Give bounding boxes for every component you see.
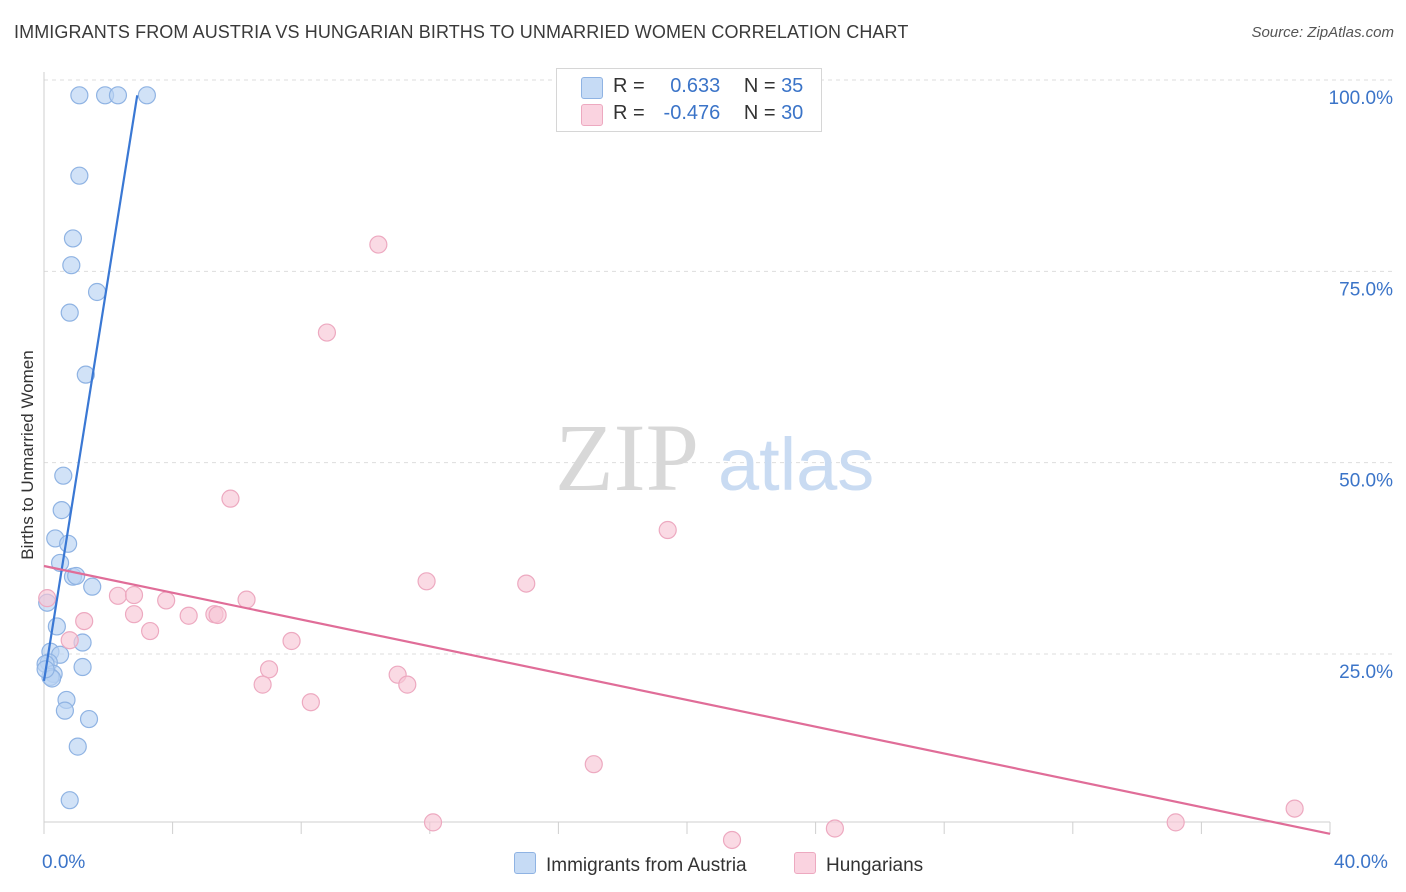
hungarians-point-15 xyxy=(75,611,94,631)
y-tick-label-75: 75.0% xyxy=(1339,279,1393,300)
austria-point-33 xyxy=(60,791,79,810)
legend-r-value: -0.476 xyxy=(663,102,721,124)
bottom-legend-label-hungarians: Hungarians xyxy=(826,855,924,876)
austria-point-6 xyxy=(62,256,81,275)
austria-point-17 xyxy=(83,577,102,596)
austria-point-30 xyxy=(55,701,74,720)
legend-n-value: 30 xyxy=(781,102,804,124)
chart-title: IMMIGRANTS FROM AUSTRIA VS HUNGARIAN BIR… xyxy=(14,22,909,42)
legend-n-value: 35 xyxy=(781,75,804,97)
austria-point-16 xyxy=(67,566,86,586)
bottom-legend-swatch-blue xyxy=(514,852,536,874)
legend-r-value: 0.633 xyxy=(670,75,721,97)
trendline-austria xyxy=(42,95,139,681)
austria-point-9 xyxy=(76,365,95,384)
austria-point-4 xyxy=(70,166,89,185)
hungarians-point-8 xyxy=(157,591,176,610)
hungarians-point-18 xyxy=(282,631,301,651)
hungarians-point-23 xyxy=(301,693,320,712)
hungarians-point-3 xyxy=(658,520,677,540)
hungarians-point-27 xyxy=(825,819,844,838)
legend-r-label: R = xyxy=(613,75,645,97)
hungarians-point-12 xyxy=(179,606,198,625)
watermark-zip: ZIP xyxy=(555,404,699,511)
hungarians-point-28 xyxy=(1166,813,1185,832)
legend-swatch-pink xyxy=(581,104,603,126)
austria-point-8 xyxy=(60,303,79,322)
hungarians-point-29 xyxy=(1285,799,1304,818)
hungarians-point-11 xyxy=(124,605,144,624)
hungarians-point-1 xyxy=(317,323,337,342)
y-tick-label-100: 100.0% xyxy=(1329,88,1394,109)
hungarians-point-2 xyxy=(221,489,240,508)
series-hungarians xyxy=(38,235,1304,850)
austria-point-7 xyxy=(87,282,107,302)
source-label: Source: ZipAtlas.com xyxy=(1251,24,1394,41)
bottom-legend-swatch-pink xyxy=(794,852,816,874)
bottom-legend-austria: Immigrants from Austria xyxy=(514,852,747,877)
y-tick-label-25: 25.0% xyxy=(1339,662,1393,683)
hungarians-point-5 xyxy=(517,574,536,593)
austria-point-0 xyxy=(70,86,89,105)
austria-point-31 xyxy=(79,709,99,729)
x-tick-label-min: 0.0% xyxy=(42,852,86,873)
hungarians-point-6 xyxy=(108,586,128,605)
legend-text-hungarians: R = -0.476 N = 30 xyxy=(613,102,803,125)
austria-point-13 xyxy=(59,534,78,553)
legend-n-label: N = xyxy=(743,75,776,97)
hungarians-point-17 xyxy=(60,631,79,650)
hungarians-point-24 xyxy=(584,755,603,774)
hungarians-point-14 xyxy=(208,605,227,625)
austria-point-25 xyxy=(73,657,92,677)
bottom-legend-label-austria: Immigrants from Austria xyxy=(546,855,747,876)
hungarians-point-22 xyxy=(253,675,272,694)
hungarians-point-26 xyxy=(722,830,742,850)
watermark: ZIP atlas xyxy=(555,404,874,511)
hungarians-point-19 xyxy=(259,660,279,679)
legend-n-label: N = xyxy=(743,102,776,124)
hungarians-point-21 xyxy=(398,675,417,694)
trendlines xyxy=(42,95,1331,835)
austria-point-11 xyxy=(52,501,71,520)
series-immigrants-from-austria xyxy=(36,86,156,810)
bottom-legend-hungarians: Hungarians xyxy=(794,852,923,877)
hungarians-point-9 xyxy=(237,590,256,609)
legend-text-austria: R = 0.633 N = 35 xyxy=(613,75,803,98)
austria-point-10 xyxy=(54,466,73,485)
hungarians-point-10 xyxy=(38,589,57,608)
hungarians-point-7 xyxy=(124,585,144,605)
x-tick-label-max: 40.0% xyxy=(1334,852,1388,873)
hungarians-point-25 xyxy=(423,813,443,832)
correlation-legend: R = 0.633 N = 35 R = -0.476 N = 30 xyxy=(556,68,822,132)
hungarians-point-16 xyxy=(140,621,160,641)
legend-swatch-blue xyxy=(581,77,603,99)
austria-point-3 xyxy=(137,86,156,105)
y-tick-label-50: 50.0% xyxy=(1339,471,1393,492)
hungarians-point-4 xyxy=(417,572,436,591)
austria-point-32 xyxy=(68,737,87,756)
austria-point-2 xyxy=(108,86,128,105)
hungarians-point-0 xyxy=(369,235,388,254)
trendline-hungarians xyxy=(43,564,1331,835)
watermark-atlas: atlas xyxy=(718,423,874,506)
gridlines xyxy=(44,79,1392,655)
y-tick-labels: 25.0% 50.0% 75.0% 100.0% xyxy=(1329,88,1394,683)
austria-point-5 xyxy=(63,229,83,248)
legend-r-label: R = xyxy=(613,102,645,124)
